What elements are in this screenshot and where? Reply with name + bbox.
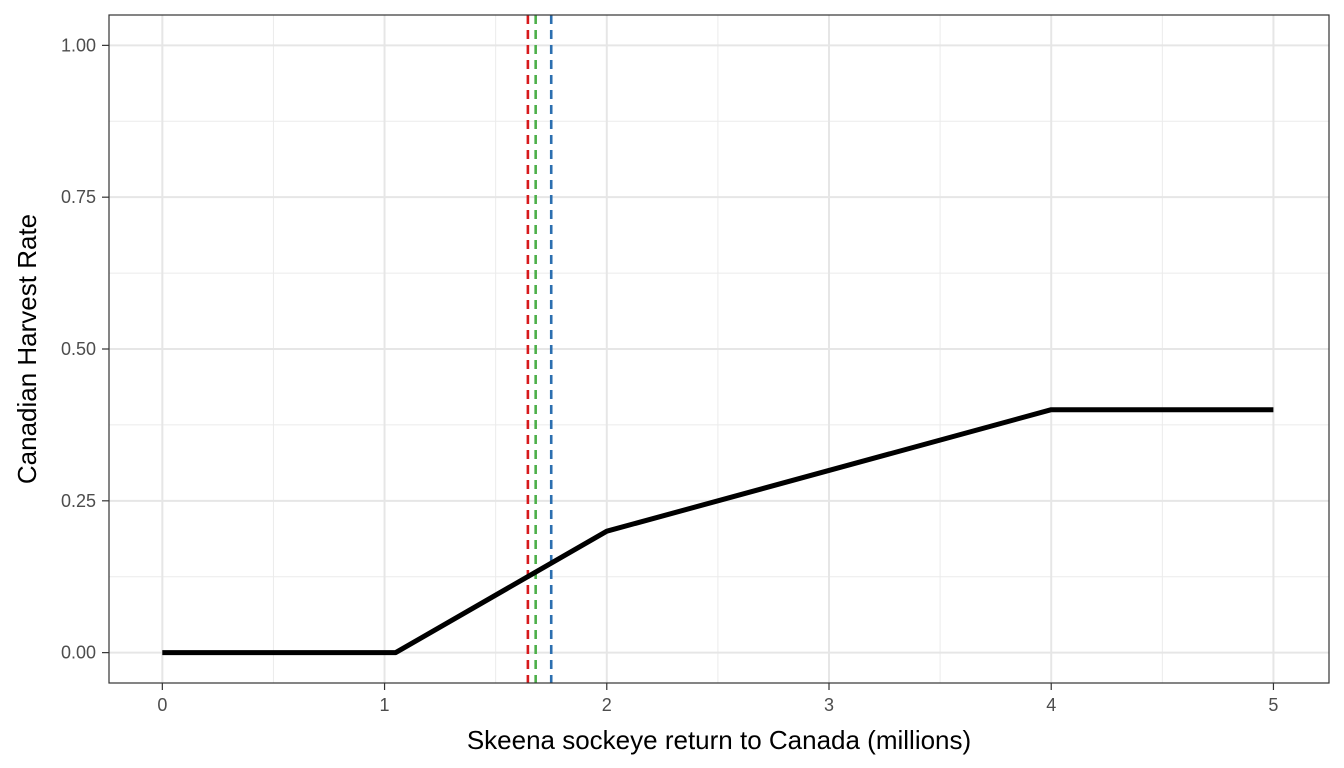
series-layer	[162, 407, 1274, 656]
y-axis-title: Canadian Harvest Rate	[12, 214, 42, 484]
x-tick-label: 0	[157, 695, 167, 715]
y-tick-label: 0.50	[61, 339, 96, 359]
y-tick-label: 0.25	[61, 491, 96, 511]
x-axis-ticks: 0 1 2 3 4 5	[157, 683, 1278, 715]
x-tick-label: 5	[1268, 695, 1278, 715]
major-gridlines	[109, 15, 1329, 683]
y-tick-label: 1.00	[61, 35, 96, 55]
x-axis-title: Skeena sockeye return to Canada (million…	[467, 725, 971, 755]
y-axis-ticks: 0.00 0.25 0.50 0.75 1.00	[61, 35, 109, 663]
harvest-rate-line-1	[162, 407, 1274, 656]
y-tick-label: 0.00	[61, 643, 96, 663]
y-tick-label: 0.75	[61, 187, 96, 207]
x-tick-label: 3	[824, 695, 834, 715]
x-tick-label: 1	[380, 695, 390, 715]
x-tick-label: 2	[602, 695, 612, 715]
x-tick-label: 4	[1046, 695, 1056, 715]
